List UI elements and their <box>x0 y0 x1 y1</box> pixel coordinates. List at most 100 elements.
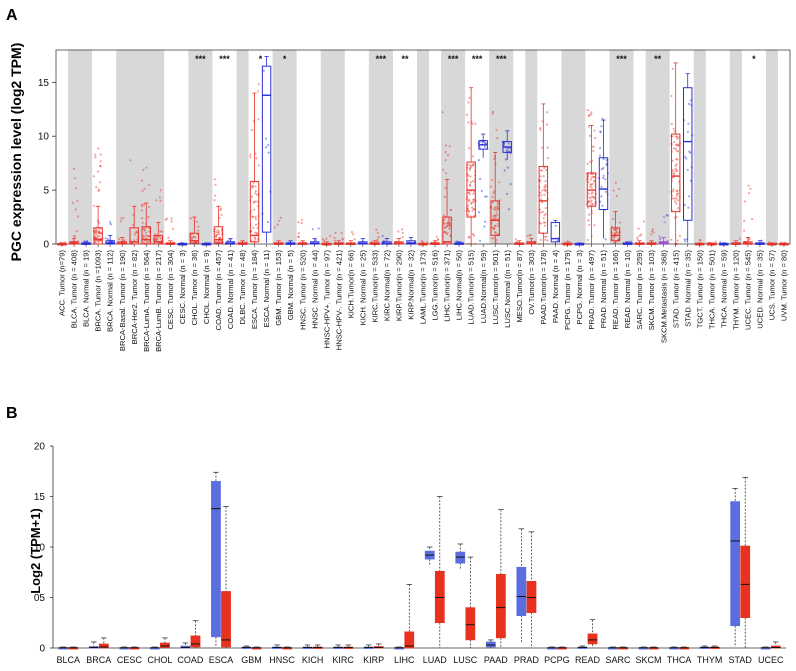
data-point <box>158 196 161 199</box>
data-point <box>213 199 216 202</box>
data-point <box>672 188 675 191</box>
data-point <box>255 157 258 160</box>
data-point <box>325 237 328 240</box>
data-point <box>334 231 337 235</box>
data-point <box>590 113 593 116</box>
data-point <box>85 239 88 242</box>
data-point <box>154 233 157 236</box>
data-point <box>267 151 270 154</box>
normal-box <box>180 645 191 649</box>
x-tick-label: ACC. Tumor (n=79) <box>58 250 67 317</box>
x-tick-label: ESCA. Normal (n = 11) <box>262 250 271 328</box>
data-point <box>491 112 494 115</box>
data-point <box>467 174 470 177</box>
data-point <box>503 169 506 172</box>
data-point <box>485 195 488 198</box>
data-point <box>589 185 592 188</box>
data-point <box>97 241 100 244</box>
data-point <box>140 217 144 220</box>
x-tick-label: LIHC.Tumor(n = 371) <box>443 250 452 322</box>
data-point <box>472 233 475 236</box>
x-tick-label: KIRP.Tumor(n = 290) <box>395 250 404 322</box>
data-point <box>613 236 616 239</box>
data-point <box>469 181 472 184</box>
group-shade <box>416 50 430 244</box>
data-point <box>254 200 257 203</box>
data-point <box>612 217 615 221</box>
data-point <box>515 240 518 243</box>
data-point <box>220 213 223 216</box>
data-point <box>297 235 300 238</box>
data-point <box>671 159 674 162</box>
data-point <box>686 168 689 171</box>
x-tick-label: GBM. Tumor (n = 153) <box>274 250 283 326</box>
data-point <box>267 144 270 147</box>
data-point <box>677 144 680 147</box>
data-point <box>492 215 495 218</box>
data-point <box>539 222 543 225</box>
x-tick-label: CESC. Normal (n = 3) <box>178 250 187 325</box>
data-point <box>586 109 590 112</box>
data-point <box>614 232 618 235</box>
group-shade <box>645 50 670 244</box>
data-point <box>638 234 641 237</box>
data-point <box>472 207 475 210</box>
data-point <box>97 170 100 173</box>
data-point <box>489 185 492 188</box>
data-point <box>589 178 592 181</box>
data-point <box>444 151 447 154</box>
data-point <box>467 213 470 216</box>
data-point <box>341 238 345 241</box>
x-tick-label: LUSC.Tumor(n = 501) <box>491 250 500 325</box>
data-point <box>120 220 123 223</box>
data-point <box>156 238 159 241</box>
data-point <box>249 153 252 156</box>
data-point <box>257 118 260 121</box>
data-point <box>743 229 746 232</box>
data-point <box>73 177 77 180</box>
box <box>213 226 224 244</box>
data-point <box>254 185 257 188</box>
data-point <box>468 191 471 194</box>
data-point <box>593 129 596 132</box>
data-point <box>591 195 595 198</box>
tumor-box <box>587 633 598 645</box>
data-point <box>615 231 618 234</box>
data-point <box>471 180 474 183</box>
data-point <box>254 237 257 241</box>
data-point <box>471 209 474 212</box>
data-point <box>471 163 474 166</box>
data-point <box>594 136 597 140</box>
data-point <box>636 236 639 239</box>
data-point <box>676 239 679 242</box>
data-point <box>99 164 102 168</box>
y-tick-label: 20 <box>34 442 46 453</box>
data-point <box>273 226 276 229</box>
data-point <box>589 183 592 186</box>
normal-box <box>730 501 741 627</box>
data-point <box>497 202 500 205</box>
data-point <box>155 239 158 242</box>
x-tick-label: HNSC. Normal (n = 44) <box>310 250 319 329</box>
data-point <box>666 214 670 217</box>
data-point <box>446 224 449 228</box>
y-tick-label: 05 <box>34 593 46 604</box>
box <box>598 157 609 211</box>
data-point <box>544 212 547 215</box>
data-point <box>506 166 509 169</box>
data-point <box>445 172 448 175</box>
panel-a-plot: 0 5 10 15 ACC. Tumor (n=79) BLCA. Tumor (n = … <box>38 49 791 352</box>
x-tick-label: PRAD <box>514 655 540 665</box>
data-point <box>253 208 256 211</box>
data-point <box>588 113 591 117</box>
x-tick-label: BLCA <box>57 655 81 665</box>
data-point <box>600 168 603 171</box>
data-point <box>73 234 76 238</box>
data-point <box>77 215 80 218</box>
data-point <box>590 186 593 189</box>
data-point <box>220 240 223 243</box>
data-point <box>617 238 620 241</box>
data-point <box>589 160 592 164</box>
panel-a-ylabel: PGC expression level (log2 TPM) <box>8 43 24 262</box>
data-point <box>445 222 448 225</box>
